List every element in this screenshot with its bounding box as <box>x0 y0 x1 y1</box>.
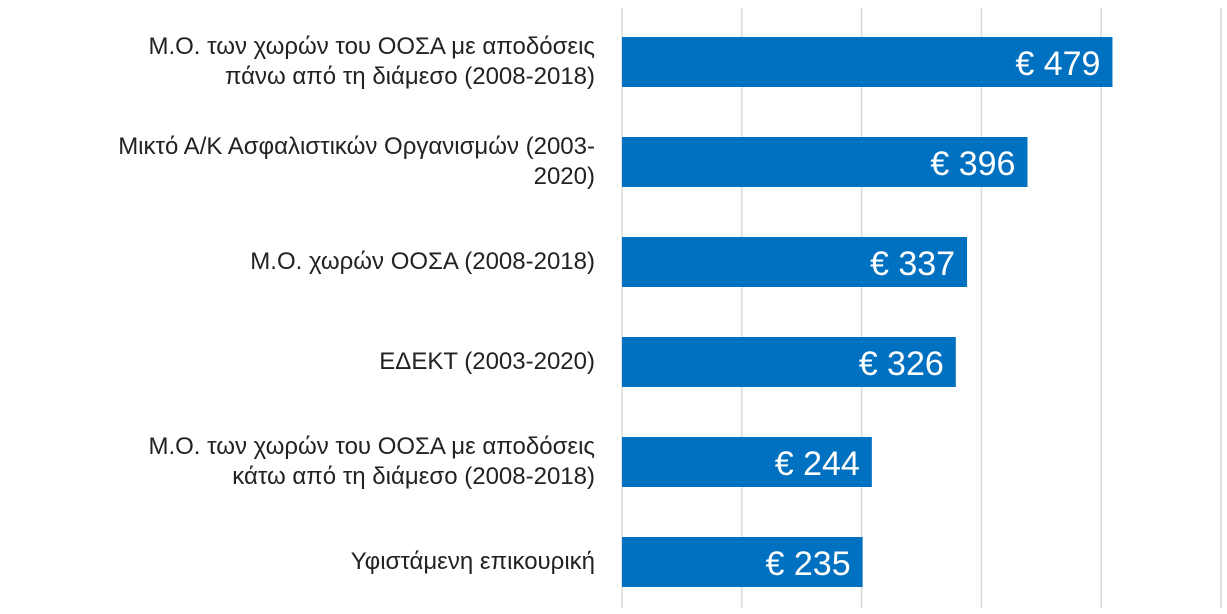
bar <box>622 37 1113 87</box>
category-label: Μ.Ο. χωρών ΟΟΣΑ (2008-2018) <box>250 248 595 275</box>
value-label: € 396 <box>930 145 1015 183</box>
value-label: € 326 <box>859 345 944 383</box>
value-label: € 244 <box>775 445 860 483</box>
category-label: Υφιστάμενη επικουρική <box>350 548 595 575</box>
category-label: Μικτό Α/Κ Ασφαλιστικών Οργανισμών (2003-… <box>118 133 595 190</box>
bar <box>622 137 1028 187</box>
bar <box>622 437 872 487</box>
value-label: € 235 <box>766 545 851 583</box>
value-label: € 479 <box>1015 45 1100 83</box>
category-label: Μ.Ο. των χωρών του ΟΟΣΑ με αποδόσεις κάτ… <box>148 433 595 490</box>
category-label: ΕΔΕΚΤ (2003-2020) <box>379 348 595 375</box>
value-label: € 337 <box>870 245 955 283</box>
bar <box>622 337 956 387</box>
bar <box>622 537 863 587</box>
bar <box>622 237 968 287</box>
category-label: Μ.Ο. των χωρών του ΟΟΣΑ με αποδόσεις πάν… <box>148 33 595 90</box>
